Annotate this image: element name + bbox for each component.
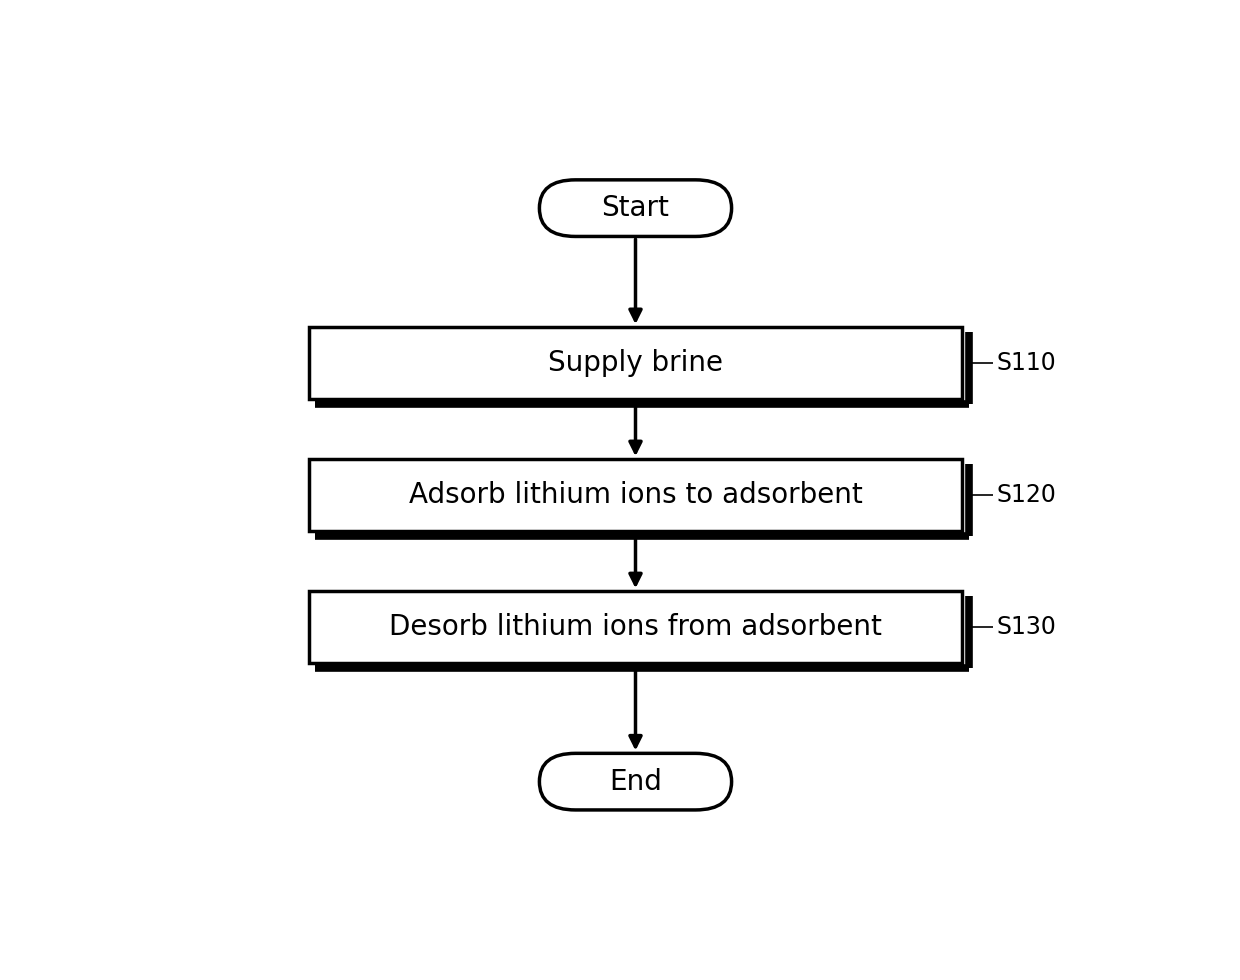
FancyBboxPatch shape — [539, 180, 732, 236]
Text: Start: Start — [601, 194, 670, 222]
Text: End: End — [609, 767, 662, 796]
FancyBboxPatch shape — [539, 754, 732, 809]
Text: S110: S110 — [997, 351, 1056, 374]
Bar — [309, 459, 962, 531]
Text: S130: S130 — [997, 615, 1056, 639]
Bar — [309, 591, 962, 662]
Text: Desorb lithium ions from adsorbent: Desorb lithium ions from adsorbent — [389, 612, 882, 641]
Text: S120: S120 — [997, 483, 1056, 507]
Bar — [309, 327, 962, 399]
Text: Adsorb lithium ions to adsorbent: Adsorb lithium ions to adsorbent — [409, 481, 862, 509]
Text: Supply brine: Supply brine — [548, 349, 723, 377]
